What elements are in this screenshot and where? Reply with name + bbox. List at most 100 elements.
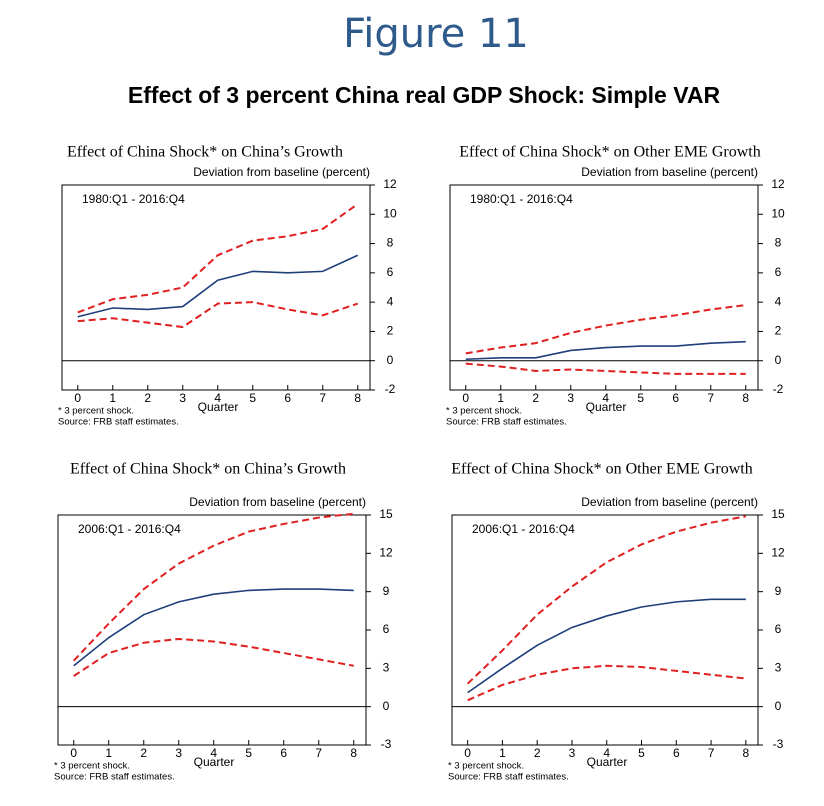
y-tick-label: 4 [775,294,782,308]
x-tick-label: 5 [637,391,644,405]
y-tick-label: 4 [387,294,394,308]
y-tick-label: 3 [383,661,390,675]
x-axis-label: Quarter [198,400,239,414]
band-line [465,304,746,355]
band-line [73,512,354,662]
x-axis-label: Quarter [194,755,235,769]
x-tick-label: 0 [74,391,81,405]
note: * 3 percent shock. [446,406,522,417]
band-line [73,637,354,677]
x-axis-label: Quarter [587,755,628,769]
y-tick-label: 8 [387,236,394,250]
y-tick-label: 0 [387,353,394,367]
y-tick-label: 15 [771,507,785,521]
y-tick-label: 12 [383,177,397,191]
y-tick-label: 6 [775,265,782,279]
x-tick-label: 1 [499,746,506,760]
x-tick-label: 4 [214,391,221,405]
note: * 3 percent shock. [448,761,524,772]
figure-title: Effect of 3 percent China real GDP Shock… [128,82,721,108]
x-tick-label: 3 [567,391,574,405]
y-axis-label: Deviation from baseline (percent) [189,495,366,509]
y-tick-label: 12 [771,546,785,560]
y-tick-label: 15 [379,507,393,521]
y-tick-label: 0 [383,699,390,713]
x-tick-label: 6 [284,391,291,405]
x-tick-label: 0 [464,746,471,760]
note: Source: FRB staff estimates. [448,772,569,783]
band-line [467,664,746,702]
x-tick-label: 6 [280,746,287,760]
y-tick-label: 6 [387,265,394,279]
x-tick-label: 8 [354,391,361,405]
x-tick-label: 5 [245,746,252,760]
estimate-line [73,588,354,667]
y-tick-label: 3 [775,661,782,675]
plot-frame [451,514,759,746]
sample-period: 2006:Q1 - 2016:Q4 [472,522,575,536]
y-tick-label: 8 [775,236,782,250]
x-tick-label: 8 [742,746,749,760]
x-tick-label: 6 [673,746,680,760]
x-tick-label: 3 [179,391,186,405]
y-axis-label: Deviation from baseline (percent) [581,165,758,179]
y-tick-label: 6 [383,622,390,636]
panel-title: Effect of China Shock* on Other EME Grow… [459,144,760,161]
x-tick-label: 1 [109,391,116,405]
y-tick-label: 2 [387,324,394,338]
x-tick-label: 0 [70,746,77,760]
panel: Effect of China Shock* on Other EME Grow… [448,461,785,783]
estimate-line [77,254,359,318]
y-tick-label: -2 [385,382,396,396]
panel-title: Effect of China Shock* on China’s Growth [70,461,346,478]
note: * 3 percent shock. [58,406,134,417]
x-tick-label: 6 [672,391,679,405]
plot-frame [61,184,371,391]
band-line [465,362,746,375]
x-tick-label: 2 [140,746,147,760]
band-line [77,203,359,314]
plot-frame [57,514,367,746]
x-tick-label: 2 [144,391,151,405]
panel-title: Effect of China Shock* on China’s Growth [67,144,343,161]
sample-period: 1980:Q1 - 2016:Q4 [82,192,185,206]
y-tick-label: 9 [775,584,782,598]
x-tick-label: 4 [602,391,609,405]
plot-frame [449,184,759,391]
estimate-line [467,598,746,694]
y-tick-label: 12 [771,177,785,191]
sample-period: 2006:Q1 - 2016:Q4 [78,522,181,536]
band-line [77,301,359,329]
x-tick-label: 1 [497,391,504,405]
note: * 3 percent shock. [54,761,130,772]
x-tick-label: 7 [315,746,322,760]
y-tick-label: -3 [381,737,392,751]
y-tick-label: 0 [775,699,782,713]
note: Source: FRB staff estimates. [58,417,179,428]
y-tick-label: 6 [775,622,782,636]
x-tick-label: 5 [249,391,256,405]
x-tick-label: 4 [603,746,610,760]
y-tick-label: -2 [773,382,784,396]
x-tick-label: 2 [534,746,541,760]
panel: Effect of China Shock* on China’s Growth… [54,461,393,783]
y-tick-label: 9 [383,584,390,598]
x-tick-label: 2 [532,391,539,405]
x-tick-label: 7 [319,391,326,405]
x-tick-label: 1 [105,746,112,760]
panel: Effect of China Shock* on China’s Growth… [58,144,397,428]
y-axis-label: Deviation from baseline (percent) [193,165,370,179]
x-tick-label: 3 [569,746,576,760]
panel-title: Effect of China Shock* on Other EME Grow… [451,461,752,478]
y-tick-label: 12 [379,546,393,560]
x-tick-label: 4 [210,746,217,760]
y-axis-label: Deviation from baseline (percent) [581,495,758,509]
y-tick-label: 2 [775,324,782,338]
sample-period: 1980:Q1 - 2016:Q4 [470,192,573,206]
x-tick-label: 7 [707,391,714,405]
x-tick-label: 3 [175,746,182,760]
y-tick-label: 10 [383,206,397,220]
x-tick-label: 5 [638,746,645,760]
estimate-line [465,340,746,361]
